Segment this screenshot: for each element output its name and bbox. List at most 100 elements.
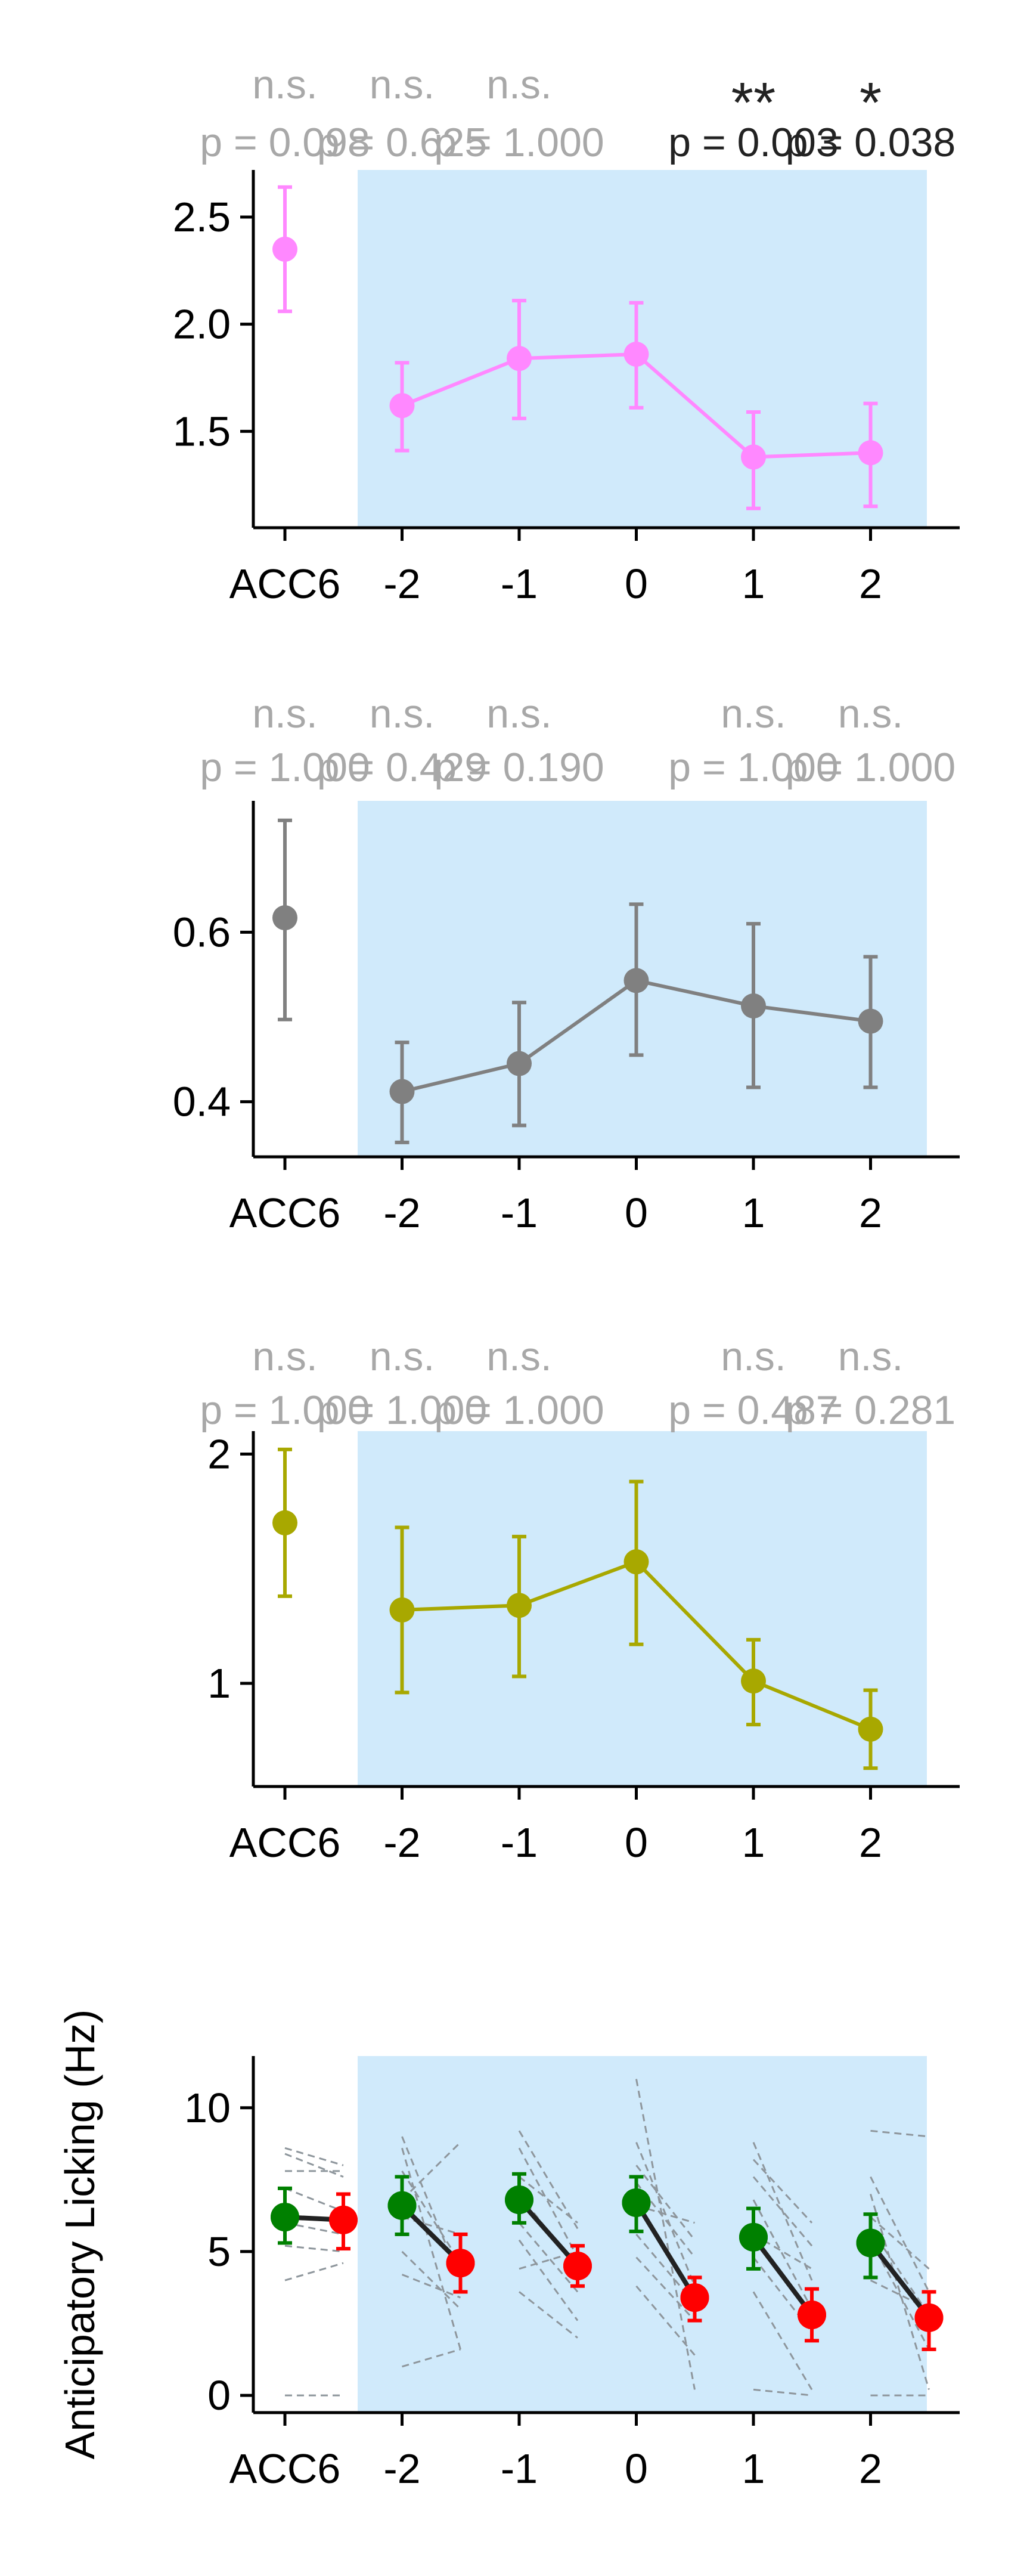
individual-line [284, 2153, 344, 2178]
data-point [623, 341, 649, 367]
data-point [741, 993, 766, 1018]
x-tick-label: 2 [859, 561, 882, 607]
data-point [505, 2185, 533, 2215]
x-tick-label: -1 [501, 561, 538, 607]
p-value: p = 1.000 [317, 1388, 487, 1433]
individual-line [752, 2199, 813, 2310]
data-point [389, 393, 415, 419]
individual-line [284, 2147, 344, 2166]
individual-line [518, 2222, 579, 2293]
individual-line [401, 2250, 461, 2310]
data-point [387, 2191, 417, 2220]
y-tick-label: 10 [184, 2085, 231, 2131]
data-point [272, 905, 297, 931]
individual-line [636, 2205, 695, 2224]
x-tick-label: 1 [742, 561, 765, 607]
x-tick-label: 1 [742, 1190, 765, 1236]
x-tick-label: -2 [383, 2445, 420, 2492]
individual-line [635, 2165, 696, 2241]
x-tick-label: -2 [383, 1819, 420, 1866]
x-tick-label: 2 [859, 1819, 882, 1866]
p-value: p = 0.038 [786, 120, 955, 165]
x-tick-label: 0 [625, 1819, 648, 1866]
individual-line [519, 2176, 578, 2224]
significance-mark: n.s. [838, 1334, 904, 1379]
individual-line [752, 2176, 813, 2247]
significance-mark: n.s. [370, 1334, 435, 1379]
individual-line [753, 2388, 812, 2397]
data-point [680, 2283, 709, 2312]
individual-line [518, 2130, 579, 2230]
individual-line [519, 2291, 578, 2339]
y-tick-label: 2.5 [173, 194, 231, 240]
x-tick-label: 0 [625, 561, 648, 607]
individual-line [870, 2239, 930, 2350]
data-point [563, 2252, 592, 2281]
individual-line [401, 2136, 461, 2281]
data-point [856, 2228, 885, 2258]
individual-line [284, 2187, 344, 2212]
individual-line [752, 2142, 813, 2281]
data-point [389, 1597, 415, 1623]
x-tick-label: -1 [501, 1819, 538, 1866]
p-value: p = 0.487 [668, 1388, 838, 1433]
x-tick-label: 1 [742, 2445, 765, 2492]
p-value: p = 1.000 [668, 745, 838, 790]
x-tick-label: -1 [501, 2445, 538, 2492]
individual-line [635, 2079, 696, 2390]
x-tick-label: ACC6 [229, 2445, 341, 2492]
data-point [798, 2301, 826, 2330]
significance-mark: n.s. [721, 691, 786, 736]
individual-line [752, 2256, 813, 2333]
data-point [623, 968, 649, 993]
significance-mark: n.s. [370, 691, 435, 736]
data-point [329, 2205, 358, 2234]
data-point [914, 2303, 944, 2332]
individual-line [752, 2159, 813, 2224]
x-tick-label: 2 [859, 1190, 882, 1236]
p-value: p = 0.281 [786, 1388, 955, 1433]
pair-connector [634, 2201, 697, 2299]
individual-line [401, 2141, 461, 2201]
y-axis-label: Anticipatory Licking (Hz) [57, 2010, 103, 2460]
x-tick-label: ACC6 [229, 1819, 341, 1866]
data-point [507, 1051, 532, 1076]
p-value: p = 1.000 [200, 1388, 370, 1433]
individual-line [518, 2147, 579, 2258]
x-tick-label: 1 [742, 1819, 765, 1866]
individual-line [401, 2171, 461, 2264]
data-point [272, 1510, 297, 1535]
data-point [272, 236, 297, 262]
p-value: p = 1.000 [434, 1388, 604, 1433]
individual-line [870, 2176, 930, 2293]
chart-panel-4: 0 5 10 ACC6 -2 -1 0 1 2 Anticipatory Licking (Hz) [57, 2010, 960, 2492]
significance-mark: n.s. [370, 62, 435, 107]
y-tick-label: 1 [207, 1660, 231, 1707]
data-point [507, 346, 532, 371]
p-value: p = 0.429 [317, 745, 487, 790]
x-tick-label: ACC6 [229, 1190, 341, 1236]
pair-connector [751, 2236, 814, 2317]
individual-line [284, 2222, 344, 2236]
p-value: p = 0.003 [668, 120, 838, 165]
data-point [622, 2188, 651, 2217]
individual-line [870, 2216, 930, 2270]
data-point [389, 1079, 415, 1104]
data-point [858, 440, 883, 466]
pair-connector [868, 2241, 931, 2320]
y-tick-label: 2.0 [173, 301, 231, 348]
data-point [446, 2249, 475, 2278]
significance-mark: n.s. [486, 691, 552, 736]
x-tick-label: 0 [625, 1190, 648, 1236]
p-value: p = 1.000 [434, 120, 604, 165]
significance-mark: * [860, 71, 882, 135]
data-point [741, 1668, 766, 1694]
y-tick-label: 0.4 [173, 1079, 231, 1125]
significance-mark: n.s. [252, 62, 318, 107]
significance-mark: n.s. [252, 1334, 318, 1379]
individual-line [284, 2244, 344, 2253]
data-point [858, 1008, 883, 1034]
individual-line [401, 2274, 461, 2299]
